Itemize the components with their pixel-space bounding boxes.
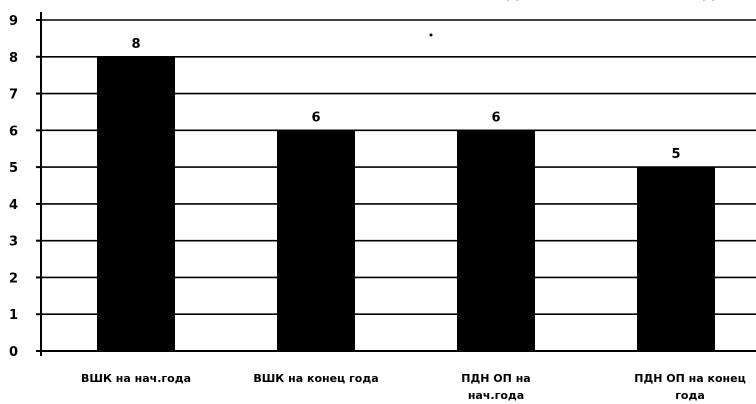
- svg-text:д: д: [506, 0, 519, 2]
- bar-3: [457, 130, 535, 351]
- y-tick-label-3: 3: [9, 235, 18, 250]
- y-tick-label-1: 1: [9, 308, 18, 323]
- category-label-3-line-1: ПДН ОП на: [461, 372, 530, 385]
- category-label-4-line-2: года: [675, 389, 705, 402]
- y-tick-label-6: 6: [9, 124, 18, 139]
- data-labels: 8 6 6 5: [131, 37, 680, 162]
- y-tick-label-9: 9: [9, 14, 18, 29]
- category-label-1-line-1: ВШК на нач.года: [81, 372, 191, 385]
- data-label-3: 6: [491, 110, 500, 125]
- bars: [97, 56, 715, 352]
- category-label-4-line-1: ПДН ОП на конец: [634, 372, 746, 385]
- stray-dot-mark: [429, 33, 433, 37]
- category-label-3-line-2: нач.года: [468, 389, 524, 402]
- y-tick-label-8: 8: [9, 51, 18, 66]
- category-labels: ВШК на нач.года ВШК на конец года ПДН ОП н…: [81, 372, 746, 402]
- data-label-4: 5: [671, 147, 680, 162]
- bar-4: [637, 167, 715, 351]
- y-tick-labels: 0 1 2 3 4 5 6 7 8 9: [9, 14, 41, 360]
- svg-text:д: д: [702, 0, 715, 2]
- data-label-1: 8: [131, 37, 140, 52]
- data-label-2: 6: [311, 110, 320, 125]
- category-label-2-line-1: ВШК на конец года: [253, 372, 378, 385]
- y-tick-label-4: 4: [9, 198, 18, 213]
- y-tick-label-5: 5: [9, 161, 18, 176]
- y-tick-label-0: 0: [9, 345, 18, 360]
- bar-1: [97, 56, 175, 352]
- y-tick-label-2: 2: [9, 271, 18, 286]
- y-tick-label-7: 7: [9, 88, 18, 103]
- bar-2: [277, 130, 355, 351]
- chart-title-fragment: д д: [506, 0, 715, 2]
